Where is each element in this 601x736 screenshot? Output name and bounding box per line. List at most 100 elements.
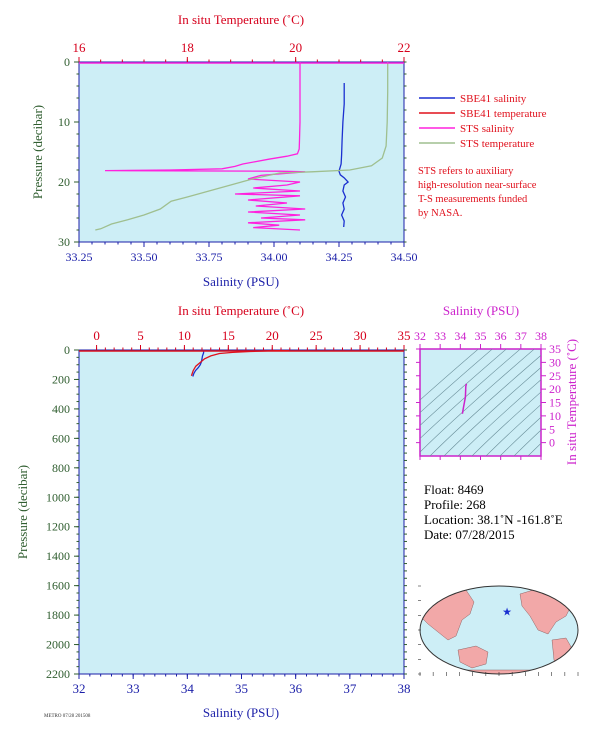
lower-pressure-tick-label: 400: [52, 402, 70, 416]
ts-density-contour: [527, 442, 541, 456]
upper-salinity-tick-label: 34.25: [326, 250, 353, 264]
lower-salinity-tick-label: 33: [127, 681, 140, 696]
legend-note-line-2: high-resolution near-surface: [418, 180, 537, 191]
ts-temperature-tick-label: 15: [549, 396, 561, 410]
lower-temperature-tick-label: 10: [178, 328, 191, 343]
ts-density-contour: [429, 354, 541, 456]
lower-pressure-tick-label: 2200: [46, 667, 70, 681]
upper-profile-panel: In situ Temperature (˚C) Salinity (PSU) …: [30, 12, 418, 289]
lower-pressure-tick-label: 1800: [46, 608, 70, 622]
ts-density-contour: [457, 379, 541, 456]
legend-label-sts-temperature: STS temperature: [460, 138, 534, 150]
lower-temperature-tick-label: 25: [310, 328, 323, 343]
ts-temperature-tick-label: 5: [549, 422, 555, 436]
upper-pressure-tick-label: 0: [64, 55, 70, 69]
ts-temperature-tick-label: 20: [549, 382, 561, 396]
upper-line-sbe41-salinity: [338, 83, 350, 228]
lower-pressure-tick-label: 1400: [46, 549, 70, 563]
lower-plot-area: [78, 349, 405, 675]
lower-temperature-tick-label: 30: [354, 328, 367, 343]
ts-temperature-tick-label: 0: [549, 436, 555, 450]
ts-temperature-tick-label: 10: [549, 409, 561, 423]
lower-salinity-tick-label: 35: [235, 681, 248, 696]
ts-density-contour: [420, 349, 493, 414]
lower-line-salinity: [192, 350, 205, 377]
lower-profile-panel: In situ Temperature (˚C) Salinity (PSU) …: [15, 303, 411, 720]
lower-bottom-axis-title: Salinity (PSU): [203, 705, 279, 720]
float-location-marker: ★: [502, 606, 512, 618]
land-australia: [457, 645, 489, 669]
lower-pressure-tick-label: 200: [52, 372, 70, 386]
ts-density-contour: [420, 349, 535, 453]
profile-number-text: Profile: 268: [424, 497, 486, 512]
world-map: ★: [418, 585, 579, 676]
upper-pressure-tick-label: 30: [58, 235, 70, 249]
ts-salinity-tick-label: 37: [515, 329, 527, 343]
ts-temperature-tick-label: 30: [549, 355, 561, 369]
upper-bottom-axis-title: Salinity (PSU): [203, 274, 279, 289]
location-text: Location: 38.1˚N -161.8˚E: [424, 512, 563, 527]
lower-salinity-tick-label: 36: [289, 681, 303, 696]
ts-plot-area: [419, 348, 542, 457]
upper-plot-area: [78, 61, 405, 243]
lower-pressure-tick-label: 1000: [46, 490, 70, 504]
legend-label-sts-salinity: STS salinity: [460, 123, 515, 135]
lower-series-group: [79, 350, 404, 377]
ts-salinity-tick-label: 32: [414, 329, 426, 343]
lower-pressure-tick-label: 800: [52, 461, 70, 475]
lower-pressure-tick-label: 0: [64, 343, 70, 357]
legend-note-line-4: by NASA.: [418, 208, 462, 219]
upper-salinity-tick-label: 33.50: [131, 250, 158, 264]
lower-top-axis-title: In situ Temperature (˚C): [178, 303, 304, 318]
upper-temperature-tick-label: 20: [289, 40, 302, 55]
ts-density-contour: [420, 349, 479, 401]
upper-salinity-tick-label: 34.00: [261, 250, 288, 264]
upper-temperature-tick-label: 22: [398, 40, 411, 55]
legend-note-line-3: T-S measurements funded: [418, 194, 528, 205]
ts-temperature-tick-label: 35: [549, 342, 561, 356]
ts-density-contour: [513, 429, 541, 456]
ts-title: Salinity (PSU): [443, 303, 519, 318]
upper-pressure-tick-label: 20: [58, 175, 70, 189]
ts-salinity-tick-label: 36: [495, 329, 507, 343]
lower-pressure-tick-label: 1600: [46, 579, 70, 593]
upper-line-sts-temperature: [95, 62, 389, 231]
lower-salinity-tick-label: 37: [343, 681, 357, 696]
ts-temperature-tick-label: 25: [549, 369, 561, 383]
upper-pressure-tick-label: 10: [58, 115, 70, 129]
ts-series-group: [461, 383, 468, 414]
upper-top-axis-title: In situ Temperature (˚C): [178, 12, 304, 27]
upper-left-axis-title: Pressure (decibar): [30, 105, 45, 199]
ts-diagram-panel: Salinity (PSU) In situ Temperature (˚C) …: [414, 303, 579, 465]
date-text: Date: 07/28/2015: [424, 527, 515, 542]
legend-label-sbe41-temperature: SBE41 temperature: [460, 108, 547, 120]
upper-line-sts-salinity: [104, 62, 306, 231]
lower-temperature-tick-label: 5: [137, 328, 144, 343]
map-graticule-ticks: [418, 585, 579, 676]
upper-temperature-tick-label: 18: [181, 40, 194, 55]
ts-salinity-tick-label: 33: [434, 329, 446, 343]
upper-legend: SBE41 salinity SBE41 temperature STS sal…: [418, 93, 547, 219]
ts-density-contour: [420, 349, 507, 426]
float-info-block: Float: 8469 Profile: 268 Location: 38.1˚…: [424, 482, 563, 542]
ts-density-contour: [420, 349, 521, 439]
ts-salinity-tick-label: 38: [535, 329, 547, 343]
ts-profile-line: [461, 383, 468, 414]
float-id-text: Float: 8469: [424, 482, 484, 497]
lower-temperature-tick-label: 15: [222, 328, 235, 343]
lower-left-axis-title: Pressure (decibar): [15, 465, 30, 559]
lower-temperature-tick-label: 20: [266, 328, 279, 343]
lower-pressure-tick-label: 1200: [46, 520, 70, 534]
ts-density-contour: [471, 391, 541, 456]
footer-stamp: METRO 07/28 201508: [44, 714, 91, 719]
ts-density-contour: [499, 416, 541, 456]
legend-note-line-1: STS refers to auxiliary: [418, 166, 514, 177]
upper-salinity-tick-label: 33.25: [66, 250, 93, 264]
lower-pressure-tick-label: 2000: [46, 638, 70, 652]
upper-salinity-tick-label: 33.75: [196, 250, 223, 264]
lower-pressure-tick-label: 600: [52, 431, 70, 445]
ts-salinity-tick-label: 34: [454, 329, 466, 343]
lower-salinity-tick-label: 32: [73, 681, 86, 696]
